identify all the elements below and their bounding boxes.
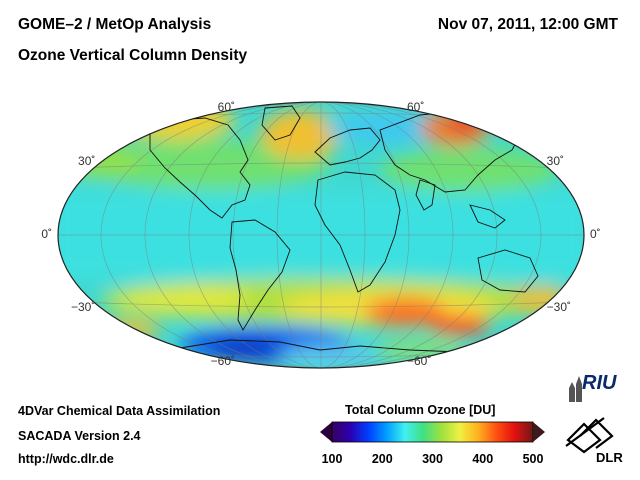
map-subtitle: Ozone Vertical Column Density bbox=[18, 47, 248, 64]
footer-version: SACADA Version 2.4 bbox=[18, 429, 141, 443]
latitude-label-left: −60˚ bbox=[210, 353, 236, 368]
dlr-logo: DLR bbox=[596, 450, 623, 465]
latitude-label-right: 30˚ bbox=[546, 153, 564, 168]
colorbar-tick-label: 500 bbox=[522, 452, 544, 466]
map-outline bbox=[57, 101, 585, 369]
colorbar-tick-label: 300 bbox=[422, 452, 443, 466]
riu-logo-icon bbox=[569, 376, 582, 402]
map-datetime: Nov 07, 2011, 12:00 GMT bbox=[437, 16, 618, 33]
latitude-label-left: 0˚ bbox=[41, 227, 52, 241]
colorbar-tick-label: 200 bbox=[371, 452, 393, 466]
latitude-label-right: 60˚ bbox=[406, 100, 425, 115]
colorbar-max-arrow bbox=[533, 422, 545, 442]
colorbar-min-arrow bbox=[320, 422, 332, 442]
latitude-label-left: 30˚ bbox=[78, 153, 96, 168]
ozone-field bbox=[58, 102, 584, 368]
latitude-label-right: 0˚ bbox=[590, 227, 601, 241]
footer-method: 4DVar Chemical Data Assimilation bbox=[18, 404, 221, 418]
ozone-map bbox=[57, 101, 585, 369]
latitude-label-right: −60˚ bbox=[406, 353, 432, 368]
riu-logo: RIU bbox=[582, 372, 617, 394]
map-title: GOME–2 / MetOp Analysis bbox=[18, 16, 212, 33]
colorbar-title: Total Column Ozone [DU] bbox=[345, 403, 496, 417]
colorbar-tick-label: 100 bbox=[321, 452, 343, 466]
dlr-logo-icon bbox=[565, 417, 614, 454]
latitude-label-left: −30˚ bbox=[71, 300, 96, 315]
colorbar-tick-label: 400 bbox=[472, 452, 494, 466]
colorbar bbox=[320, 421, 545, 443]
latitude-label-left: 60˚ bbox=[217, 100, 236, 115]
latitude-label-right: −30˚ bbox=[546, 300, 571, 315]
footer-url[interactable]: http://wdc.dlr.de bbox=[18, 452, 114, 466]
